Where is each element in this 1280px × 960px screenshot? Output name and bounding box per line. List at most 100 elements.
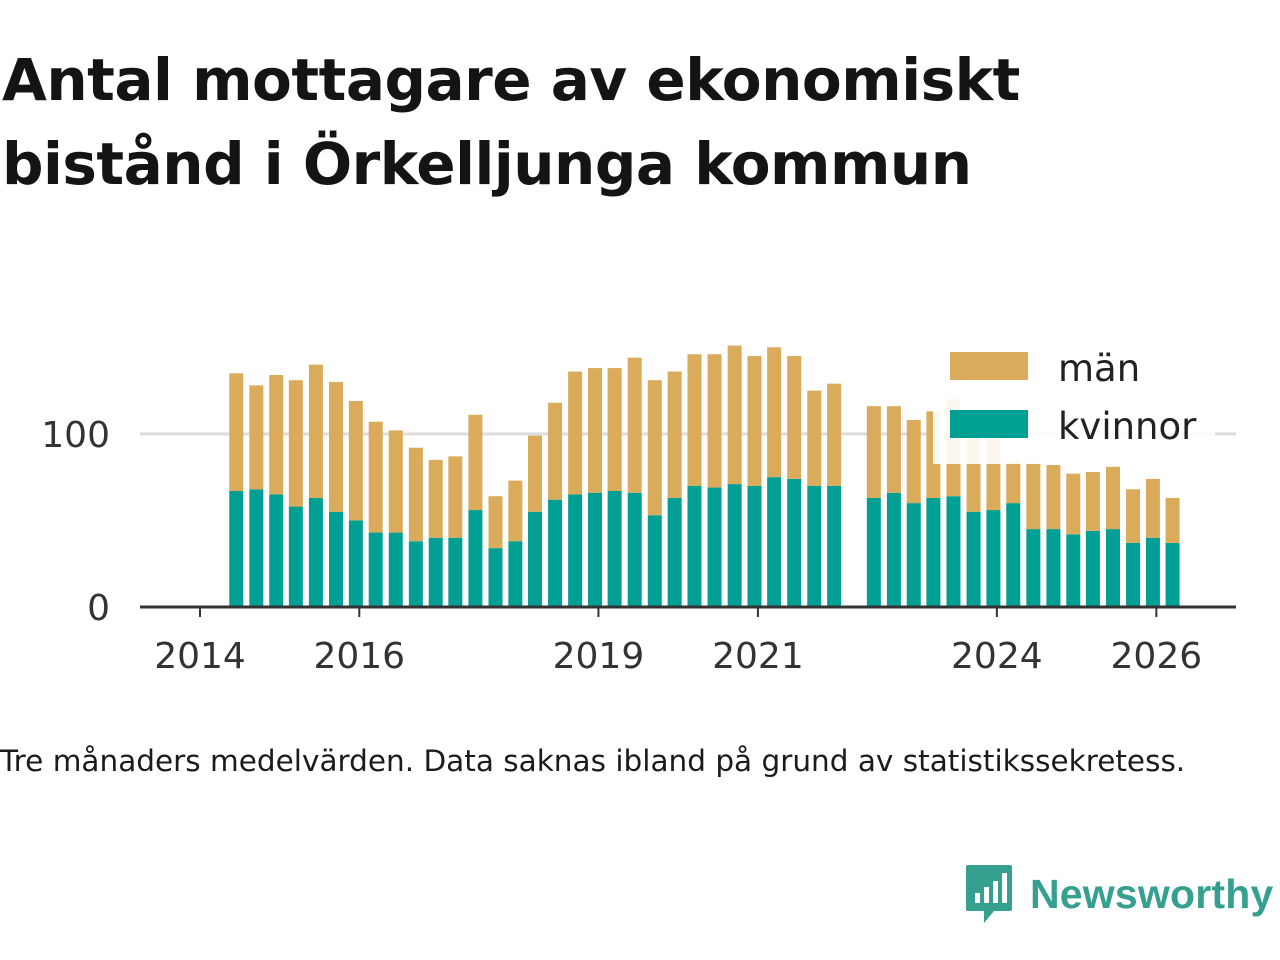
bar-kvinnor	[747, 485, 762, 607]
bar-man	[647, 380, 662, 516]
bar-man	[269, 375, 284, 495]
bar-kvinnor	[866, 497, 881, 607]
x-tick-label: 2026	[1111, 636, 1203, 677]
bar-kvinnor	[508, 541, 523, 607]
bar-man	[866, 406, 881, 498]
bar-kvinnor	[548, 499, 563, 607]
bar-man	[587, 368, 602, 493]
bar-man	[548, 402, 563, 500]
bar-kvinnor	[527, 511, 542, 607]
bar-man	[827, 383, 842, 486]
bars	[229, 345, 1180, 607]
newsworthy-logo[interactable]: Newsworthy	[964, 862, 1274, 926]
x-tick-label: 2016	[313, 636, 405, 677]
bar-kvinnor	[568, 494, 583, 607]
bar-kvinnor	[1145, 537, 1160, 607]
bar-man	[468, 414, 483, 511]
bar-man	[747, 355, 762, 486]
bar-man	[1126, 489, 1141, 543]
bar-man	[448, 456, 463, 538]
bar-man	[508, 480, 523, 542]
bar-man	[1105, 466, 1120, 530]
x-tick-label: 2019	[553, 636, 645, 677]
x-tick-label: 2024	[951, 636, 1043, 677]
bar-kvinnor	[647, 515, 662, 607]
bar-man	[886, 406, 901, 493]
bar-kvinnor	[249, 489, 264, 607]
bar-man	[388, 430, 403, 533]
bar-man	[627, 357, 642, 493]
bar-man	[1145, 478, 1160, 538]
chart-footnote: Tre månaders medelvärden. Data saknas ib…	[0, 744, 1186, 778]
bar-kvinnor	[1026, 529, 1041, 607]
bar-man	[707, 354, 722, 488]
y-tick-label: 100	[41, 415, 110, 456]
bar-man	[1006, 461, 1021, 504]
bar-man	[787, 355, 802, 479]
bar-kvinnor	[687, 485, 702, 607]
bar-kvinnor	[767, 477, 782, 607]
bar-kvinnor	[368, 532, 383, 607]
bar-man	[368, 421, 383, 533]
bar-man	[767, 347, 782, 478]
newsworthy-logo-icon	[966, 865, 1012, 923]
bar-kvinnor	[926, 497, 941, 607]
bar-man	[727, 345, 742, 485]
legend-swatch-kvinnor	[950, 410, 1028, 438]
bar-man	[527, 435, 542, 512]
bar-man	[1085, 471, 1100, 531]
bar-kvinnor	[428, 537, 443, 607]
bar-kvinnor	[229, 491, 244, 607]
bar-kvinnor	[408, 541, 423, 607]
bar-kvinnor	[986, 510, 1001, 607]
legend-swatch-man	[950, 352, 1028, 380]
bar-man	[607, 368, 622, 492]
y-tick-label: 0	[87, 588, 110, 629]
bar-man	[249, 385, 264, 490]
bar-kvinnor	[946, 496, 961, 607]
legend-label-man: män	[1058, 347, 1140, 390]
bar-kvinnor	[906, 503, 921, 607]
brand-name: Newsworthy	[1030, 870, 1274, 917]
legend: män kvinnor	[933, 340, 1215, 464]
bar-kvinnor	[886, 492, 901, 607]
bar-man	[1066, 473, 1081, 535]
bar-man	[906, 420, 921, 504]
bar-kvinnor	[1165, 542, 1180, 607]
bar-man	[428, 459, 443, 538]
bar-kvinnor	[308, 497, 323, 607]
bar-man	[229, 373, 244, 492]
bar-kvinnor	[587, 492, 602, 607]
bar-kvinnor	[787, 478, 802, 607]
x-tick-label: 2021	[712, 636, 804, 677]
bar-kvinnor	[966, 511, 981, 607]
bar-kvinnor	[807, 485, 822, 607]
bar-kvinnor	[1126, 542, 1141, 607]
bar-man	[348, 400, 363, 521]
stacked-bar-chart: 0 100 2014 2016 2019 2021 2024 2026 män kvinnor	[41, 340, 1236, 677]
bar-man	[1046, 465, 1061, 530]
bar-kvinnor	[827, 485, 842, 607]
axes: 0 100 2014 2016 2019 2021 2024 2026	[41, 415, 1236, 677]
bar-kvinnor	[707, 487, 722, 607]
bar-man	[488, 496, 503, 549]
bar-man	[288, 380, 303, 507]
bar-man	[328, 381, 343, 512]
bar-kvinnor	[468, 510, 483, 607]
bar-kvinnor	[328, 511, 343, 607]
bar-kvinnor	[667, 497, 682, 607]
chart-title: Antal mottagare av ekonomiskt bistånd i …	[2, 46, 1020, 198]
bar-kvinnor	[727, 484, 742, 607]
bar-kvinnor	[348, 520, 363, 607]
bar-kvinnor	[607, 491, 622, 607]
bar-man	[408, 447, 423, 542]
legend-label-kvinnor: kvinnor	[1058, 405, 1197, 448]
bar-man	[667, 371, 682, 498]
x-tick-label: 2014	[154, 636, 246, 677]
bar-kvinnor	[388, 532, 403, 607]
bar-kvinnor	[1085, 530, 1100, 607]
bar-man	[807, 390, 822, 486]
bar-man	[308, 364, 323, 498]
bar-kvinnor	[288, 506, 303, 607]
bar-kvinnor	[627, 492, 642, 607]
